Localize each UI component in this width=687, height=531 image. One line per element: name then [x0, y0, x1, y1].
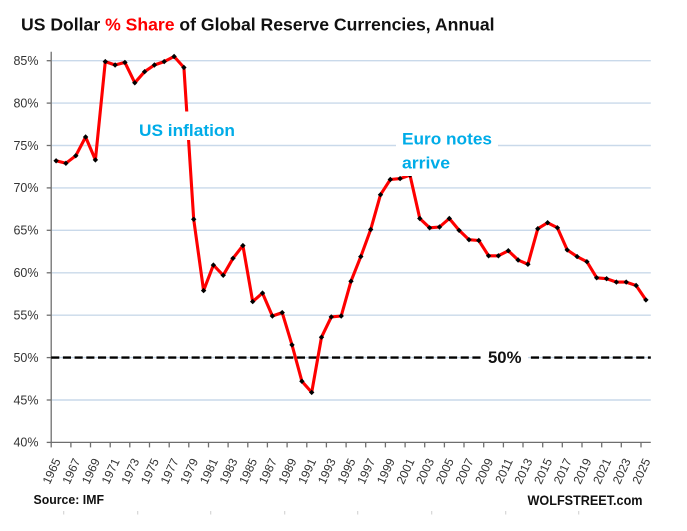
svg-text:WOLFSTREET.com: WOLFSTREET.com: [528, 492, 643, 508]
svg-text:85%: 85%: [13, 54, 38, 68]
svg-text:Euro notes: Euro notes: [402, 130, 492, 149]
svg-text:55%: 55%: [13, 309, 38, 323]
svg-text:80%: 80%: [13, 96, 38, 110]
svg-text:40%: 40%: [13, 436, 38, 450]
svg-text:65%: 65%: [13, 224, 38, 238]
svg-text:50%: 50%: [488, 348, 522, 367]
svg-text:Source: IMF: Source: IMF: [34, 492, 105, 507]
svg-text:45%: 45%: [13, 393, 38, 407]
svg-text:75%: 75%: [13, 139, 38, 153]
svg-text:US inflation: US inflation: [139, 121, 235, 140]
svg-text:60%: 60%: [13, 266, 38, 280]
svg-text:US Dollar % Share of Global Re: US Dollar % Share of Global Reserve Curr…: [21, 15, 495, 35]
svg-text:50%: 50%: [13, 351, 38, 365]
svg-text:70%: 70%: [13, 181, 38, 195]
svg-text:arrive: arrive: [402, 153, 450, 172]
